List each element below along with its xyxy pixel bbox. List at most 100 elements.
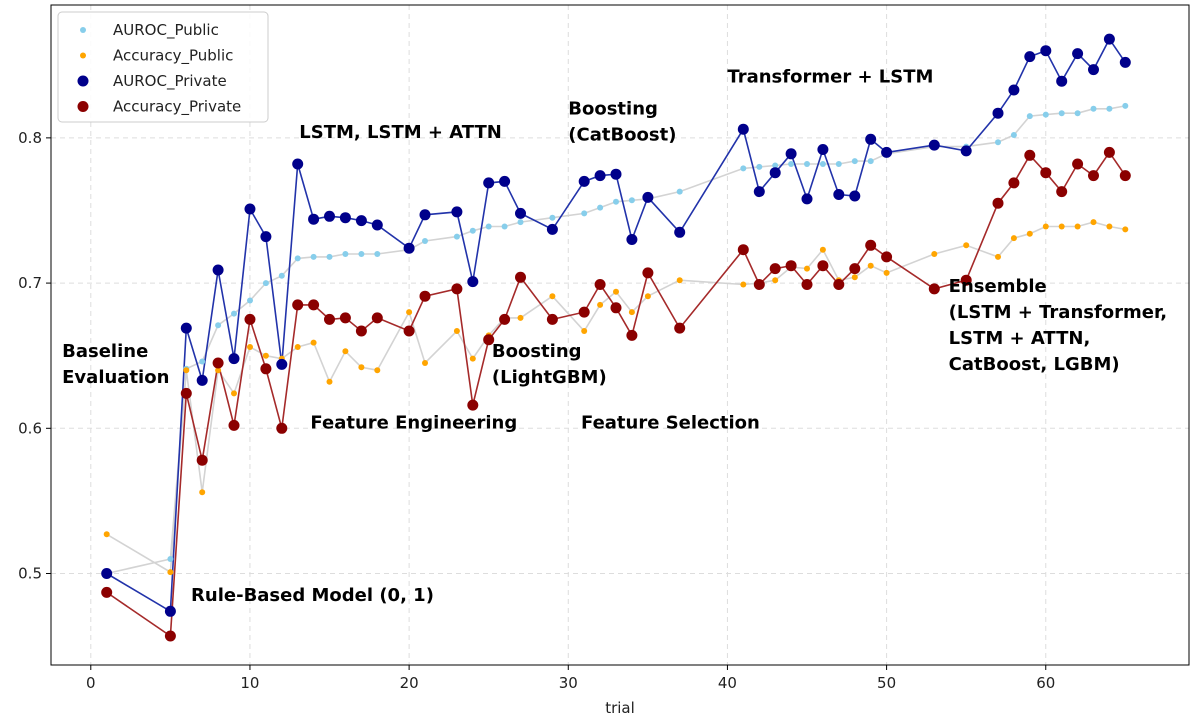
point-accuracy-public — [644, 293, 651, 300]
point-auroc-private — [276, 358, 288, 370]
point-auroc-private — [642, 191, 654, 203]
point-accuracy-public — [740, 281, 747, 288]
point-accuracy-public — [262, 352, 269, 359]
point-accuracy-private — [801, 279, 813, 290]
point-accuracy-private — [467, 399, 479, 411]
point-auroc-public — [278, 272, 285, 279]
point-accuracy-private — [164, 630, 176, 642]
point-accuracy-private — [785, 260, 797, 272]
point-auroc-private — [467, 276, 479, 288]
point-accuracy-private — [180, 387, 192, 399]
point-accuracy-private — [1040, 167, 1052, 179]
point-auroc-private — [1040, 45, 1052, 57]
point-accuracy-public — [517, 314, 524, 321]
annotation-line: LSTM + ATTN, — [949, 328, 1091, 349]
legend-label-auroc-public: AUROC_Public — [113, 21, 219, 40]
point-auroc-public — [167, 556, 174, 562]
point-auroc-private — [355, 215, 367, 227]
point-accuracy-private — [1119, 170, 1131, 182]
point-accuracy-private — [1056, 186, 1068, 198]
annotation-line: CatBoost, LGBM) — [949, 354, 1120, 375]
x-tick-label: 60 — [1036, 674, 1055, 692]
point-auroc-public — [231, 310, 237, 317]
point-auroc-public — [1090, 105, 1097, 112]
point-accuracy-private — [594, 279, 606, 290]
point-auroc-private — [626, 234, 638, 245]
point-accuracy-private — [515, 271, 526, 283]
point-auroc-public — [342, 251, 349, 257]
point-accuracy-public — [294, 344, 301, 350]
annotation-line: Boosting — [568, 99, 658, 120]
point-accuracy-public — [103, 531, 110, 538]
point-auroc-private — [1008, 84, 1020, 96]
point-accuracy-private — [817, 260, 829, 272]
x-tick-label: 50 — [877, 674, 896, 692]
point-auroc-public — [581, 210, 588, 217]
point-auroc-private — [1072, 48, 1084, 60]
point-accuracy-private — [101, 586, 113, 598]
line-auroc-public — [106, 105, 1126, 575]
point-accuracy-public — [772, 277, 779, 284]
point-accuracy-public — [1106, 223, 1113, 230]
point-auroc-public — [1106, 105, 1113, 112]
point-accuracy-public — [581, 328, 588, 334]
point-accuracy-private — [737, 244, 749, 256]
point-accuracy-public — [628, 309, 635, 316]
point-accuracy-private — [1103, 146, 1115, 158]
point-auroc-private — [292, 158, 304, 170]
point-accuracy-public — [358, 364, 365, 371]
point-accuracy-public — [613, 288, 619, 295]
point-auroc-public — [628, 197, 635, 204]
point-accuracy-public — [995, 253, 1001, 260]
point-accuracy-public — [342, 348, 349, 355]
point-auroc-private — [180, 322, 192, 334]
point-auroc-private — [499, 175, 511, 187]
point-accuracy-private — [610, 302, 622, 314]
point-accuracy-private — [339, 312, 351, 324]
point-auroc-public — [358, 251, 365, 257]
point-accuracy-private — [371, 312, 383, 324]
annotation-lstm-attn: LSTM, LSTM + ATTN — [299, 122, 502, 143]
annotation-line: Ensemble — [949, 276, 1047, 297]
point-auroc-public — [867, 158, 874, 165]
point-accuracy-public — [1074, 223, 1081, 230]
point-accuracy-public — [1122, 226, 1129, 233]
point-auroc-private — [769, 167, 781, 179]
point-auroc-private — [849, 190, 861, 202]
point-auroc-private — [403, 242, 415, 254]
point-accuracy-private — [992, 197, 1004, 209]
annotation-catboost: Boosting (CatBoost) — [568, 99, 676, 146]
x-tick-label: 10 — [240, 674, 259, 692]
point-auroc-private — [737, 123, 749, 135]
point-auroc-public — [326, 253, 333, 260]
legend-label-accuracy-private: Accuracy_Private — [113, 98, 241, 117]
point-auroc-private — [483, 177, 495, 189]
x-axis-label: trial — [605, 699, 635, 717]
y-tick-label: 0.8 — [18, 129, 42, 147]
point-auroc-private — [228, 353, 240, 365]
annotation-lightgbm: Boosting (LightGBM) — [492, 341, 607, 388]
point-accuracy-private — [578, 306, 590, 318]
point-auroc-private — [594, 170, 606, 182]
point-auroc-public — [262, 280, 269, 287]
point-auroc-private — [101, 568, 113, 579]
annotations: Baseline Evaluation Rule-Based Model (0, 1… — [62, 67, 1167, 606]
annotation-feature-eng: Feature Engineering — [310, 412, 517, 433]
point-accuracy-private — [674, 322, 686, 334]
x-tick-label: 30 — [559, 674, 578, 692]
point-auroc-public — [788, 161, 795, 167]
annotation-line: Boosting — [492, 341, 582, 362]
y-tick-label: 0.7 — [18, 274, 42, 292]
point-auroc-private — [833, 189, 845, 200]
point-accuracy-public — [867, 262, 874, 269]
point-auroc-private — [515, 207, 526, 219]
point-accuracy-private — [260, 363, 272, 375]
point-auroc-private — [753, 186, 765, 198]
point-auroc-private — [817, 144, 829, 155]
point-accuracy-public — [199, 489, 206, 496]
point-accuracy-public — [1010, 235, 1017, 242]
point-accuracy-public — [931, 251, 938, 257]
point-accuracy-public — [883, 269, 890, 276]
point-accuracy-private — [499, 313, 511, 325]
